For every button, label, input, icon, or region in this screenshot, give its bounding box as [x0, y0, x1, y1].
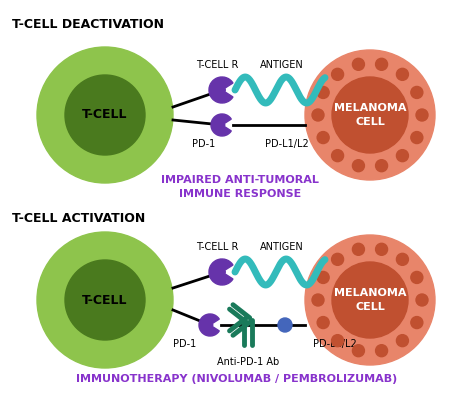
Wedge shape	[211, 114, 231, 136]
Circle shape	[332, 254, 344, 265]
Text: PD-1: PD-1	[173, 339, 197, 349]
Circle shape	[396, 68, 409, 80]
Circle shape	[219, 122, 225, 128]
Text: PD-1: PD-1	[192, 139, 216, 149]
Wedge shape	[209, 77, 233, 103]
Circle shape	[353, 243, 365, 255]
Text: T-CELL R: T-CELL R	[196, 60, 238, 70]
Text: IMMUNOTHERAPY (NIVOLUMAB / PEMBROLIZUMAB): IMMUNOTHERAPY (NIVOLUMAB / PEMBROLIZUMAB…	[76, 374, 398, 384]
Circle shape	[312, 294, 324, 306]
Circle shape	[353, 345, 365, 357]
Circle shape	[65, 260, 145, 340]
Text: ANTIGEN: ANTIGEN	[260, 60, 304, 70]
Wedge shape	[209, 259, 233, 285]
Circle shape	[317, 271, 329, 283]
Circle shape	[332, 68, 344, 80]
Circle shape	[317, 316, 329, 329]
Circle shape	[396, 335, 409, 347]
Circle shape	[219, 269, 225, 275]
Text: PD-L1/L2: PD-L1/L2	[265, 139, 309, 149]
Circle shape	[396, 150, 409, 162]
Circle shape	[411, 316, 423, 329]
Text: ANTIGEN: ANTIGEN	[260, 242, 304, 252]
Circle shape	[219, 87, 225, 93]
Text: T-CELL DEACTIVATION: T-CELL DEACTIVATION	[12, 18, 164, 31]
Circle shape	[396, 254, 409, 265]
Wedge shape	[199, 314, 219, 336]
Circle shape	[65, 75, 145, 155]
Text: IMPAIRED ANTI-TUMORAL: IMPAIRED ANTI-TUMORAL	[161, 175, 319, 185]
Circle shape	[416, 109, 428, 121]
Circle shape	[305, 50, 435, 180]
Circle shape	[37, 232, 173, 368]
Circle shape	[332, 150, 344, 162]
Circle shape	[332, 262, 408, 338]
Circle shape	[375, 345, 388, 357]
Circle shape	[353, 160, 365, 172]
Circle shape	[411, 271, 423, 283]
Circle shape	[416, 294, 428, 306]
Circle shape	[278, 318, 292, 332]
Circle shape	[207, 322, 213, 328]
Text: T-CELL: T-CELL	[82, 293, 128, 306]
Circle shape	[305, 235, 435, 365]
Text: PD-L1/L2: PD-L1/L2	[313, 339, 357, 349]
Circle shape	[317, 132, 329, 144]
Text: Anti-PD-1 Ab: Anti-PD-1 Ab	[217, 357, 279, 367]
Circle shape	[332, 77, 408, 153]
Circle shape	[375, 58, 388, 70]
Text: T-CELL ACTIVATION: T-CELL ACTIVATION	[12, 212, 145, 225]
Circle shape	[353, 58, 365, 70]
Circle shape	[411, 132, 423, 144]
Circle shape	[317, 86, 329, 98]
Text: T-CELL R: T-CELL R	[196, 242, 238, 252]
Circle shape	[411, 86, 423, 98]
Circle shape	[37, 47, 173, 183]
Circle shape	[375, 160, 388, 172]
Text: MELANOMA
CELL: MELANOMA CELL	[334, 103, 406, 127]
Text: MELANOMA
CELL: MELANOMA CELL	[334, 288, 406, 312]
Circle shape	[332, 335, 344, 347]
Circle shape	[375, 243, 388, 255]
Text: T-CELL: T-CELL	[82, 109, 128, 121]
Circle shape	[312, 109, 324, 121]
Text: IMMUNE RESPONSE: IMMUNE RESPONSE	[179, 189, 301, 199]
